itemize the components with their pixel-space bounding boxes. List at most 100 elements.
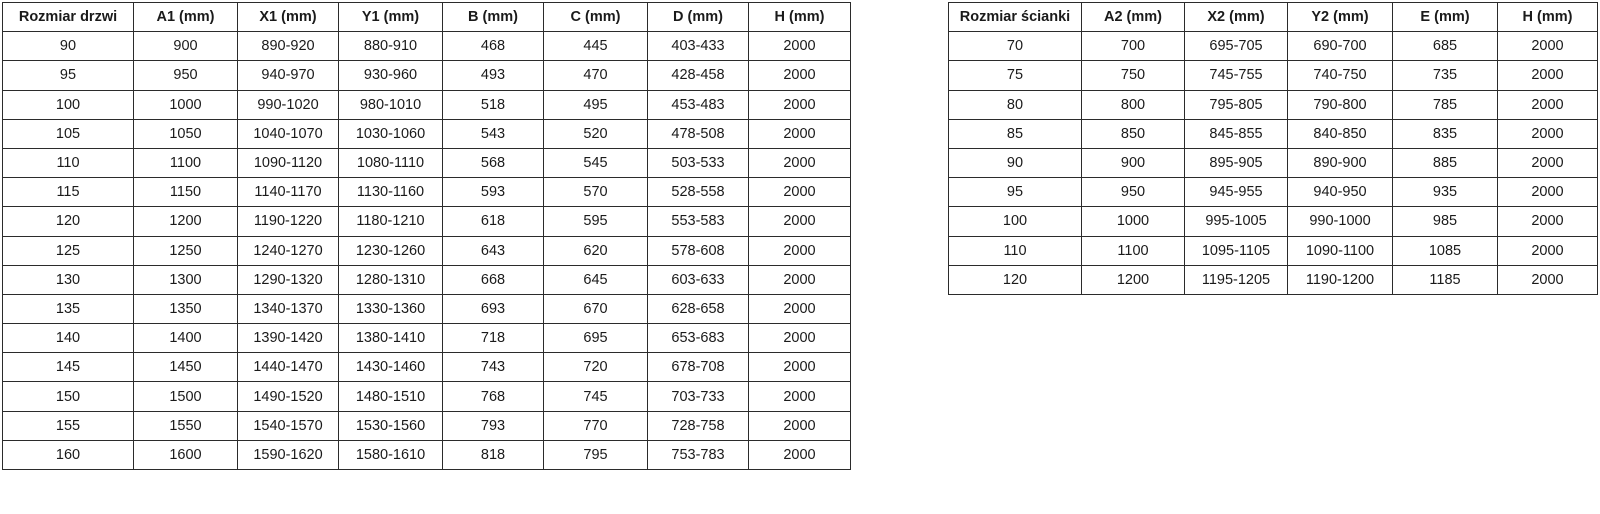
table-cell: 1380-1410 <box>338 323 443 354</box>
table-cell: 2000 <box>748 118 851 149</box>
table-cell: 2000 <box>1497 147 1598 179</box>
table-cell: 718 <box>442 323 544 354</box>
table-cell: 1330-1360 <box>338 293 443 325</box>
table-cell: 1040-1070 <box>237 118 339 149</box>
table-cell: 125 <box>2 235 134 266</box>
column-header: Y2 (mm) <box>1287 1 1393 33</box>
table-row: 125 1250 1240-1270 1230-1260 643 620 578-608 20… <box>2 235 851 266</box>
table-cell: 1300 <box>133 264 238 295</box>
table-cell: 693 <box>442 293 544 325</box>
table-cell: 593 <box>442 177 544 208</box>
table-cell: 645 <box>543 264 648 295</box>
table-cell: 1050 <box>133 118 238 149</box>
table-cell: 1190-1220 <box>237 206 339 237</box>
table-cell: 1450 <box>133 352 238 383</box>
table-cell: 1190-1200 <box>1287 264 1393 295</box>
table-cell: 743 <box>442 352 544 383</box>
table-cell: 100 <box>948 206 1082 237</box>
table-cell: 1200 <box>133 206 238 237</box>
table-cell: 1440-1470 <box>237 352 339 383</box>
table-cell: 880-910 <box>338 31 443 62</box>
table-cell: 835 <box>1392 118 1498 149</box>
table-cell: 1240-1270 <box>237 235 339 266</box>
table-cell: 453-483 <box>647 89 749 120</box>
table-cell: 1090-1100 <box>1287 235 1393 266</box>
table-cell: 80 <box>948 89 1082 120</box>
column-header: X2 (mm) <box>1184 1 1288 33</box>
table-cell: 785 <box>1392 89 1498 120</box>
table-cell: 700 <box>1081 31 1185 62</box>
table-cell: 155 <box>2 410 134 441</box>
table-cell: 2000 <box>748 31 851 62</box>
table-row: 140 1400 1390-1420 1380-1410 718 695 653-683 20… <box>2 323 851 354</box>
table-row: 100 1000 995-1005 990-1000 985 2000 <box>948 206 1598 237</box>
table-cell: 2000 <box>748 293 851 325</box>
table-cell: 518 <box>442 89 544 120</box>
table-cell: 2000 <box>748 264 851 295</box>
table-cell: 2000 <box>1497 264 1598 295</box>
table-cell: 1340-1370 <box>237 293 339 325</box>
table-cell: 935 <box>1392 177 1498 208</box>
table-cell: 95 <box>2 60 134 91</box>
table-row: 100 1000 990-1020 980-1010 518 495 453-483 2000 <box>2 89 851 120</box>
table-cell: 2000 <box>748 89 851 120</box>
column-header: X1 (mm) <box>237 1 339 33</box>
table-cell: 520 <box>543 118 648 149</box>
table-cell: 553-583 <box>647 206 749 237</box>
table-cell: 2000 <box>748 410 851 441</box>
table-cell: 578-608 <box>647 235 749 266</box>
table-cell: 643 <box>442 235 544 266</box>
table-cell: 428-458 <box>647 60 749 91</box>
table-cell: 528-558 <box>647 177 749 208</box>
table-cell: 1540-1570 <box>237 410 339 441</box>
header-row: Rozmiar ścianki A2 (mm) X2 (mm) Y2 (mm) E (m… <box>948 1 1598 33</box>
column-header: B (mm) <box>442 1 544 33</box>
table-cell: 1500 <box>133 381 238 412</box>
table-row: 105 1050 1040-1070 1030-1060 543 520 478-508 20… <box>2 118 851 149</box>
table-cell: 653-683 <box>647 323 749 354</box>
table-row: 135 1350 1340-1370 1330-1360 693 670 628-658 20… <box>2 293 851 325</box>
table-cell: 670 <box>543 293 648 325</box>
table-cell: 795-805 <box>1184 89 1288 120</box>
table-cell: 950 <box>133 60 238 91</box>
table-cell: 618 <box>442 206 544 237</box>
table-cell: 140 <box>2 323 134 354</box>
door-size-table: Rozmiar drzwi A1 (mm) X1 (mm) Y1 (mm) B (mm)… <box>2 1 851 471</box>
column-header: A2 (mm) <box>1081 1 1185 33</box>
table-cell: 75 <box>948 60 1082 91</box>
table-cell: 985 <box>1392 206 1498 237</box>
table-cell: 1090-1120 <box>237 147 339 179</box>
table-cell: 620 <box>543 235 648 266</box>
table-row: 110 1100 1090-1120 1080-1110 568 545 503-533 20… <box>2 147 851 179</box>
header-row: Rozmiar drzwi A1 (mm) X1 (mm) Y1 (mm) B (mm)… <box>2 1 851 33</box>
table-row: 155 1550 1540-1570 1530-1560 793 770 728-758 20… <box>2 410 851 441</box>
table-row: 120 1200 1195-1205 1190-1200 1185 2000 <box>948 264 1598 295</box>
table-cell: 790-800 <box>1287 89 1393 120</box>
table-cell: 845-855 <box>1184 118 1288 149</box>
table-cell: 703-733 <box>647 381 749 412</box>
table-cell: 1100 <box>1081 235 1185 266</box>
table-cell: 695 <box>543 323 648 354</box>
table-cell: 543 <box>442 118 544 149</box>
table-cell: 885 <box>1392 147 1498 179</box>
column-header: D (mm) <box>647 1 749 33</box>
table-cell: 990-1000 <box>1287 206 1393 237</box>
table-cell: 135 <box>2 293 134 325</box>
table-cell: 2000 <box>1497 118 1598 149</box>
table-row: 115 1150 1140-1170 1130-1160 593 570 528-558 20… <box>2 177 851 208</box>
table-cell: 90 <box>948 147 1082 179</box>
table-cell: 150 <box>2 381 134 412</box>
table-cell: 1590-1620 <box>237 439 339 471</box>
table-cell: 678-708 <box>647 352 749 383</box>
table-row: 90 900 895-905 890-900 885 2000 <box>948 147 1598 179</box>
table-cell: 2000 <box>748 439 851 471</box>
table-cell: 568 <box>442 147 544 179</box>
table-cell: 100 <box>2 89 134 120</box>
table-cell: 2000 <box>1497 206 1598 237</box>
column-header: A1 (mm) <box>133 1 238 33</box>
table-cell: 1100 <box>133 147 238 179</box>
table-cell: 940-970 <box>237 60 339 91</box>
table-cell: 720 <box>543 352 648 383</box>
table-cell: 900 <box>133 31 238 62</box>
table-cell: 1130-1160 <box>338 177 443 208</box>
